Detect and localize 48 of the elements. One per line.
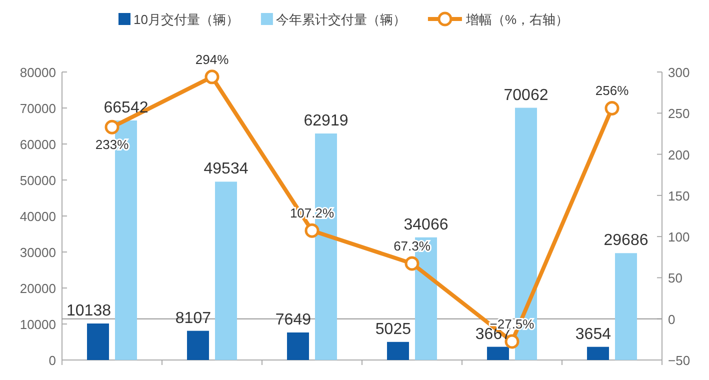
point bbox=[304, 223, 320, 238]
legend-label: 今年累计交付量（辆） bbox=[276, 12, 406, 27]
bar bbox=[615, 253, 637, 360]
y-tick-label: 60000 bbox=[20, 137, 56, 152]
point bbox=[104, 120, 120, 134]
y-tick-label: 40000 bbox=[20, 209, 56, 224]
y2-tick-label: 250 bbox=[668, 106, 690, 122]
bar bbox=[187, 330, 209, 360]
data-label: 3654 bbox=[575, 326, 612, 343]
y-tick-label: 70000 bbox=[20, 101, 56, 116]
y2-tick-label: −50 bbox=[668, 353, 690, 368]
data-label: 294% bbox=[195, 52, 230, 67]
data-label: 5025 bbox=[375, 320, 412, 338]
bar bbox=[215, 182, 237, 360]
data-label: 67.3% bbox=[394, 238, 431, 254]
y2-tick-label: 150 bbox=[668, 188, 690, 204]
y-tick-label: 80000 bbox=[20, 65, 56, 80]
data-label: 233% bbox=[95, 137, 130, 152]
data-label: 34066 bbox=[404, 216, 448, 234]
bar bbox=[87, 324, 109, 360]
data-label: 8107 bbox=[175, 310, 212, 327]
bar bbox=[487, 346, 509, 360]
bar bbox=[387, 342, 409, 360]
point bbox=[604, 100, 620, 116]
legend-label: 增幅（%，右轴） bbox=[464, 12, 569, 27]
y-tick-label: 30000 bbox=[20, 245, 56, 260]
legend-label: 10月交付量（辆） bbox=[133, 12, 239, 27]
data-label: 7649 bbox=[275, 311, 312, 328]
data-label: 29686 bbox=[604, 232, 648, 250]
data-label: 66542 bbox=[104, 99, 148, 116]
y2-tick-label: 200 bbox=[668, 147, 690, 162]
data-label: 49534 bbox=[204, 160, 248, 178]
point bbox=[404, 256, 420, 271]
y2-tick-label: 0 bbox=[668, 312, 676, 327]
data-label: 62919 bbox=[304, 112, 348, 130]
y2-tick-label: 100 bbox=[668, 230, 690, 245]
y-tick-label: 0 bbox=[48, 353, 56, 368]
bar bbox=[587, 346, 609, 360]
y2-tick-label: 50 bbox=[668, 270, 682, 286]
bar bbox=[287, 332, 309, 360]
y2-tick-label: 300 bbox=[668, 65, 690, 80]
data-label: 10138 bbox=[66, 302, 112, 320]
point bbox=[204, 70, 220, 84]
y-tick-label: 20000 bbox=[20, 281, 56, 296]
data-label: 70062 bbox=[504, 86, 548, 104]
y-tick-label: 10000 bbox=[20, 317, 56, 332]
y-tick-label: 50000 bbox=[20, 173, 56, 188]
data-label: 256% bbox=[595, 83, 630, 98]
